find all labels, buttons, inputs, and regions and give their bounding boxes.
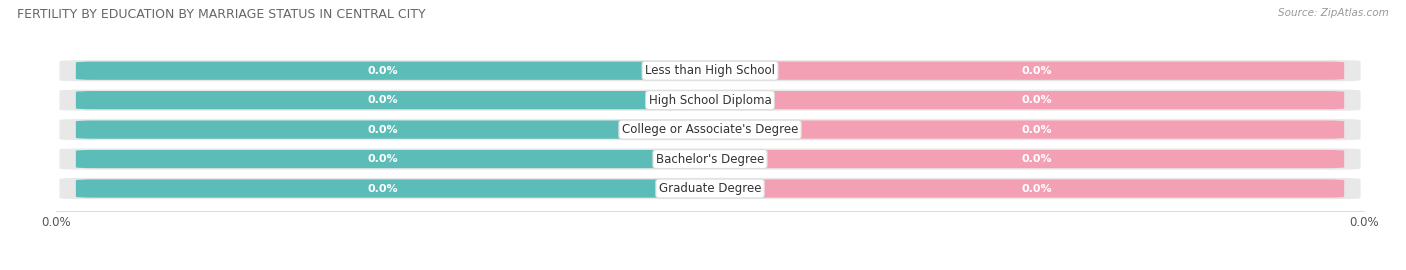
Text: 0.0%: 0.0% bbox=[368, 66, 398, 76]
Legend: Married, Unmarried: Married, Unmarried bbox=[619, 268, 801, 270]
FancyBboxPatch shape bbox=[59, 119, 1361, 140]
Text: 0.0%: 0.0% bbox=[1022, 124, 1052, 135]
FancyBboxPatch shape bbox=[59, 60, 1361, 81]
FancyBboxPatch shape bbox=[76, 62, 690, 80]
Text: 0.0%: 0.0% bbox=[1022, 154, 1052, 164]
Text: 0.0%: 0.0% bbox=[368, 124, 398, 135]
Text: Source: ZipAtlas.com: Source: ZipAtlas.com bbox=[1278, 8, 1389, 18]
Text: Less than High School: Less than High School bbox=[645, 64, 775, 77]
Text: High School Diploma: High School Diploma bbox=[648, 94, 772, 107]
Text: 0.0%: 0.0% bbox=[1022, 66, 1052, 76]
Text: Bachelor's Degree: Bachelor's Degree bbox=[657, 153, 763, 166]
FancyBboxPatch shape bbox=[76, 91, 690, 109]
FancyBboxPatch shape bbox=[59, 90, 1361, 111]
FancyBboxPatch shape bbox=[59, 178, 1361, 199]
FancyBboxPatch shape bbox=[730, 150, 1344, 168]
FancyBboxPatch shape bbox=[730, 120, 1344, 139]
Text: Graduate Degree: Graduate Degree bbox=[659, 182, 761, 195]
FancyBboxPatch shape bbox=[76, 120, 690, 139]
Text: 0.0%: 0.0% bbox=[368, 95, 398, 105]
Text: FERTILITY BY EDUCATION BY MARRIAGE STATUS IN CENTRAL CITY: FERTILITY BY EDUCATION BY MARRIAGE STATU… bbox=[17, 8, 426, 21]
Text: 0.0%: 0.0% bbox=[1022, 95, 1052, 105]
FancyBboxPatch shape bbox=[76, 150, 690, 168]
Text: 0.0%: 0.0% bbox=[368, 154, 398, 164]
FancyBboxPatch shape bbox=[730, 179, 1344, 198]
Text: College or Associate's Degree: College or Associate's Degree bbox=[621, 123, 799, 136]
Text: 0.0%: 0.0% bbox=[368, 184, 398, 194]
Text: 0.0%: 0.0% bbox=[1022, 184, 1052, 194]
FancyBboxPatch shape bbox=[730, 62, 1344, 80]
FancyBboxPatch shape bbox=[730, 91, 1344, 109]
FancyBboxPatch shape bbox=[76, 179, 690, 198]
FancyBboxPatch shape bbox=[59, 148, 1361, 170]
